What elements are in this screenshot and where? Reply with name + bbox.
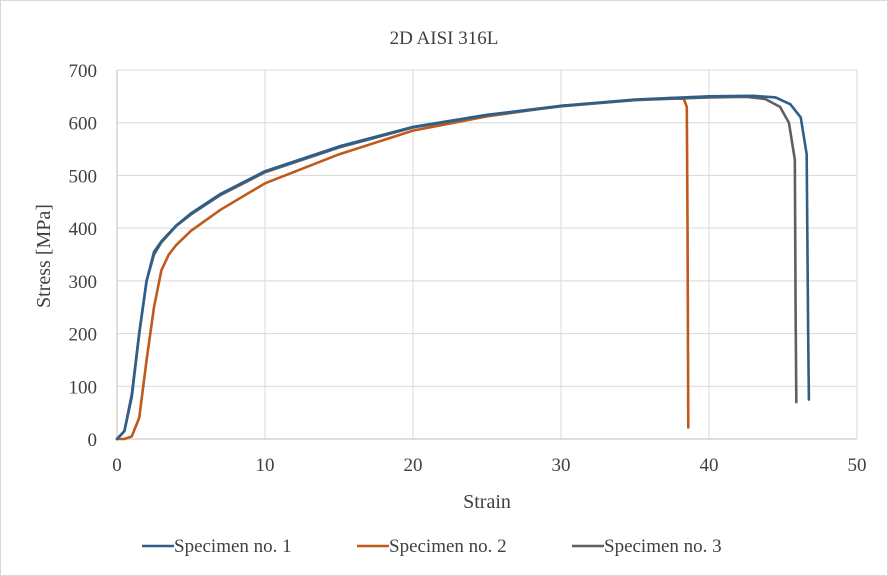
x-tick-label: 20 — [404, 455, 423, 476]
legend: Specimen no. 1 Specimen no. 2 Specimen no.… — [142, 536, 722, 557]
legend-label-specimen-3: Specimen no. 3 — [604, 536, 722, 557]
series-lines — [115, 94, 811, 441]
x-tick-label: 30 — [552, 455, 571, 476]
legend-label-specimen-2: Specimen no. 2 — [389, 536, 507, 557]
x-tick-label: 0 — [112, 455, 122, 476]
x-tick-label: 10 — [256, 455, 275, 476]
y-tick-label: 0 — [88, 430, 98, 451]
axes — [116, 70, 857, 440]
y-tick-label: 700 — [69, 61, 98, 82]
series-line-specimen-1 — [115, 94, 811, 441]
y-tick-label: 300 — [69, 272, 98, 293]
series-line-specimen-3 — [115, 95, 798, 441]
series-line-specimen-2 — [115, 96, 690, 441]
y-tick-label: 200 — [69, 325, 98, 346]
x-axis-title: Strain — [463, 491, 511, 513]
y-axis-title: Stress [MPa] — [33, 204, 55, 308]
gridlines — [117, 69, 858, 439]
x-tick-label: 40 — [700, 455, 719, 476]
x-tick-label: 50 — [848, 455, 867, 476]
y-tick-label: 600 — [69, 114, 98, 135]
tick-labels: 0 100 200 300 400 500 600 700 0 10 20 30 40 50 — [69, 61, 867, 476]
y-tick-label: 500 — [69, 166, 98, 187]
legend-label-specimen-1: Specimen no. 1 — [174, 536, 292, 557]
y-tick-label: 100 — [69, 377, 98, 398]
chart-title: 2D AISI 316L — [390, 28, 499, 49]
y-tick-label: 400 — [69, 219, 98, 240]
